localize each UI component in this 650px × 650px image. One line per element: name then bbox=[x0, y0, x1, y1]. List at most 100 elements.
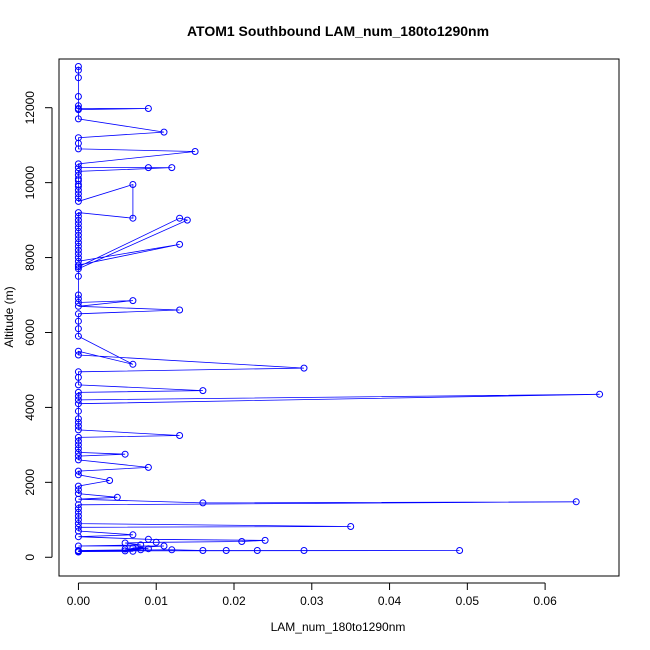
data-point bbox=[253, 547, 261, 554]
x-axis: 0.00 0.01 0.02 0.03 0.04 0.05 0.06 bbox=[67, 582, 557, 608]
data-series bbox=[74, 63, 604, 556]
data-point bbox=[74, 415, 82, 423]
x-tick-label: 0.06 bbox=[533, 594, 557, 608]
data-point bbox=[144, 105, 152, 112]
y-tick-label: 12000 bbox=[23, 91, 37, 125]
y-tick-label: 0 bbox=[23, 554, 37, 561]
data-point bbox=[74, 93, 82, 100]
data-point bbox=[238, 538, 246, 545]
data-point bbox=[176, 306, 184, 314]
data-point bbox=[74, 74, 82, 82]
data-point bbox=[74, 272, 82, 280]
data-point bbox=[74, 437, 82, 445]
data-point bbox=[129, 531, 137, 539]
data-point bbox=[74, 242, 82, 250]
data-point bbox=[74, 235, 82, 243]
series-line bbox=[78, 66, 600, 552]
data-point bbox=[74, 160, 82, 168]
data-point bbox=[74, 254, 82, 262]
data-point bbox=[74, 388, 82, 396]
plot-area-frame bbox=[58, 58, 620, 577]
data-point bbox=[74, 407, 82, 415]
data-point bbox=[74, 63, 82, 70]
y-tick-label: 10000 bbox=[23, 166, 37, 200]
data-point bbox=[168, 546, 176, 554]
data-point bbox=[74, 508, 82, 516]
data-point bbox=[74, 239, 82, 247]
data-point bbox=[74, 186, 82, 194]
y-tick-label: 4000 bbox=[23, 394, 37, 421]
data-point bbox=[160, 542, 168, 550]
x-tick-label: 0.02 bbox=[222, 594, 246, 608]
data-point bbox=[74, 227, 82, 235]
data-point bbox=[74, 224, 82, 232]
data-point bbox=[144, 164, 152, 172]
data-point bbox=[74, 396, 82, 404]
data-point bbox=[176, 432, 184, 439]
data-point bbox=[74, 441, 82, 449]
data-point bbox=[74, 106, 82, 114]
data-point bbox=[74, 299, 82, 306]
data-point bbox=[168, 164, 176, 172]
data-point bbox=[74, 501, 82, 509]
data-point bbox=[152, 538, 160, 546]
data-point bbox=[74, 533, 82, 541]
data-point bbox=[74, 400, 82, 408]
data-point bbox=[74, 220, 82, 228]
data-point bbox=[74, 190, 82, 198]
data-point bbox=[113, 493, 121, 501]
data-point bbox=[129, 547, 137, 555]
data-point bbox=[74, 209, 82, 217]
data-point bbox=[74, 467, 82, 475]
data-point bbox=[74, 456, 82, 464]
data-point bbox=[74, 194, 82, 202]
data-point bbox=[456, 547, 464, 554]
data-point bbox=[74, 347, 82, 355]
data-point bbox=[74, 448, 82, 456]
y-tick-label: 8000 bbox=[23, 244, 37, 271]
data-point bbox=[74, 325, 82, 333]
data-point bbox=[129, 297, 137, 305]
data-point bbox=[74, 167, 82, 175]
data-point bbox=[121, 547, 129, 555]
y-tick-label: 6000 bbox=[23, 319, 37, 346]
data-point bbox=[74, 445, 82, 453]
data-point bbox=[74, 418, 82, 426]
data-point bbox=[74, 426, 82, 434]
data-point bbox=[129, 360, 137, 368]
data-point bbox=[74, 433, 82, 441]
data-point bbox=[300, 547, 308, 554]
data-point bbox=[74, 548, 82, 556]
data-point bbox=[74, 231, 82, 239]
y-axis-label: Altitude (m) bbox=[2, 286, 16, 347]
data-point bbox=[74, 250, 82, 258]
data-point bbox=[74, 317, 82, 325]
data-point bbox=[74, 302, 82, 310]
data-point bbox=[261, 536, 269, 544]
data-point bbox=[199, 387, 207, 395]
data-point bbox=[74, 520, 82, 528]
data-point bbox=[199, 547, 207, 554]
data-point bbox=[137, 546, 145, 554]
data-point bbox=[74, 115, 82, 123]
data-point bbox=[74, 516, 82, 524]
data-point bbox=[144, 535, 152, 543]
data-point bbox=[74, 452, 82, 460]
data-point bbox=[74, 246, 82, 254]
data-point bbox=[74, 332, 82, 340]
data-point bbox=[191, 148, 199, 155]
data-point bbox=[74, 216, 82, 224]
data-point bbox=[74, 164, 82, 172]
data-point bbox=[74, 265, 82, 273]
data-point bbox=[74, 512, 82, 520]
data-point bbox=[74, 66, 82, 74]
data-point bbox=[129, 181, 137, 188]
data-point bbox=[74, 102, 82, 110]
data-point bbox=[74, 295, 82, 303]
data-point bbox=[199, 499, 207, 507]
data-point bbox=[74, 381, 82, 389]
x-tick-label: 0.00 bbox=[67, 594, 91, 608]
data-point bbox=[596, 390, 604, 398]
chart-title: ATOM1 Southbound LAM_num_180to1290nm bbox=[187, 23, 489, 39]
